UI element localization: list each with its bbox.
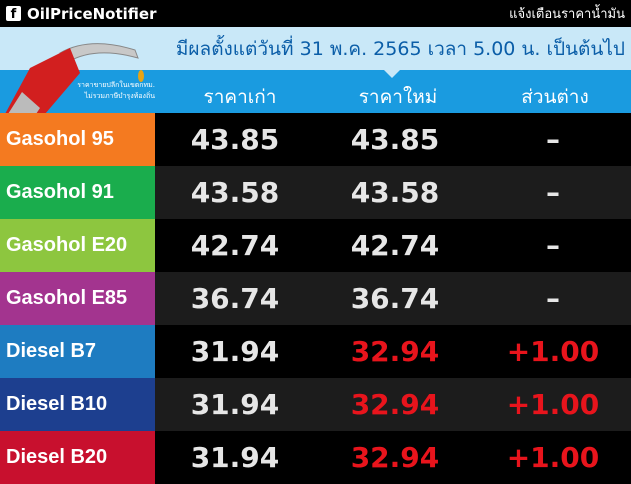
table-row: Gasohol E20 42.74 42.74 –	[0, 219, 631, 272]
new-price: 36.74	[350, 282, 440, 315]
column-header-bar	[0, 70, 631, 113]
new-price: 43.58	[350, 176, 440, 209]
old-price: 43.85	[190, 123, 280, 156]
table-row: Gasohol 91 43.58 43.58 –	[0, 166, 631, 219]
price-difference: –	[546, 282, 560, 315]
new-price: 32.94	[350, 335, 440, 368]
old-price: 36.74	[190, 282, 280, 315]
table-row: Gasohol 95 43.85 43.85 –	[0, 113, 631, 166]
brand: f OilPriceNotifier	[6, 5, 157, 23]
note-line: ราคาขายปลีกในเขตกทม.	[77, 81, 155, 89]
column-old-price: ราคาเก่า	[203, 86, 277, 108]
table-row: Gasohol E85 36.74 36.74 –	[0, 272, 631, 325]
price-note: ราคาขายปลีกในเขตกทม. ไม่รวมภาษีบำรุงท้อง…	[65, 80, 155, 102]
price-difference: –	[546, 176, 560, 209]
price-difference: –	[546, 229, 560, 262]
fuel-nozzle-icon	[5, 43, 144, 114]
tagline: แจ้งเตือนราคาน้ำมัน	[509, 7, 625, 22]
fuel-name: Diesel B20	[0, 431, 155, 484]
table-row: Diesel B20 31.94 32.94 +1.00	[0, 431, 631, 484]
old-price: 31.94	[190, 335, 280, 368]
fuel-name: Gasohol E85	[0, 272, 155, 325]
facebook-icon: f	[6, 6, 21, 21]
old-price: 42.74	[190, 229, 280, 262]
new-price: 43.85	[350, 123, 440, 156]
note-line: ไม่รวมภาษีบำรุงท้องถิ่น	[84, 92, 155, 100]
price-difference: +1.00	[506, 388, 600, 421]
fuel-name: Gasohol E20	[0, 219, 155, 272]
fuel-name: Gasohol 95	[0, 113, 155, 166]
table-row: Diesel B10 31.94 32.94 +1.00	[0, 378, 631, 431]
price-difference: –	[546, 123, 560, 156]
fuel-name: Diesel B10	[0, 378, 155, 431]
pointer-notch	[384, 70, 400, 78]
fuel-name: Gasohol 91	[0, 166, 155, 219]
table-row: Diesel B7 31.94 32.94 +1.00	[0, 325, 631, 378]
column-difference: ส่วนต่าง	[521, 86, 589, 108]
column-new-price: ราคาใหม่	[358, 86, 438, 108]
price-difference: +1.00	[506, 335, 600, 368]
top-bar: f OilPriceNotifier แจ้งเตือนราคาน้ำมัน	[0, 0, 631, 27]
fuel-name: Diesel B7	[0, 325, 155, 378]
brand-name: OilPriceNotifier	[27, 4, 157, 23]
new-price: 32.94	[350, 441, 440, 474]
old-price: 43.58	[190, 176, 280, 209]
new-price: 32.94	[350, 388, 440, 421]
old-price: 31.94	[190, 388, 280, 421]
old-price: 31.94	[190, 441, 280, 474]
effective-date: มีผลตั้งแต่วันที่ 31 พ.ค. 2565 เวลา 5.00…	[175, 38, 625, 60]
price-difference: +1.00	[506, 441, 600, 474]
new-price: 42.74	[350, 229, 440, 262]
